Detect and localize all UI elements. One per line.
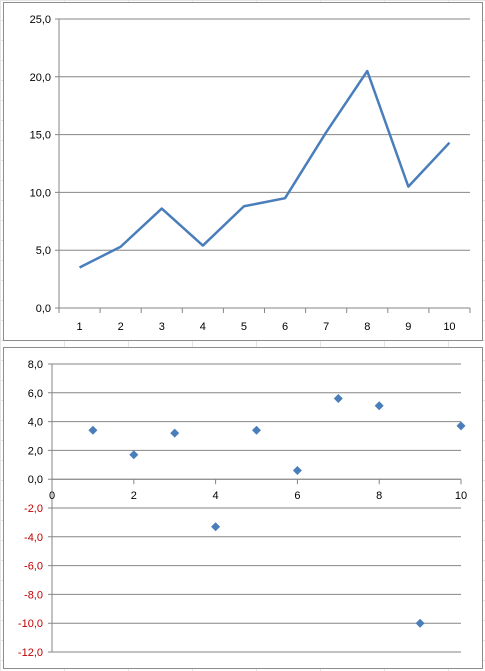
scatter-point (456, 421, 466, 431)
x-tick-label: 3 (159, 321, 165, 333)
x-tick-label: 10 (443, 321, 455, 333)
x-tick-label: 7 (323, 321, 329, 333)
y-tick-label: 0,0 (36, 303, 51, 315)
y-tick-label: 20,0 (30, 72, 51, 84)
scatter-chart[interactable]: 8,0 6,0 4,0 2,0 0,0 -2,0 -4,0 -6,0 -8,0 -10,0 -12,… (3, 347, 483, 669)
x-tick-label: 6 (294, 490, 300, 502)
x-tick-label: 9 (405, 321, 411, 333)
y-tick-label: 5,0 (36, 245, 51, 257)
series-line (78, 69, 451, 269)
y-tick-label: -8,0 (24, 589, 43, 601)
x-tick-label: 8 (364, 321, 370, 333)
y-tick-label: -6,0 (24, 561, 43, 573)
x-tick-label: 2 (131, 490, 137, 502)
x-tick-label: 5 (241, 321, 247, 333)
line-chart-svg: 0,0 5,0 10,0 15,0 20,0 25,0 1 2 3 4 5 6 7 8 9 10 (30, 14, 471, 333)
scatter-point (292, 466, 302, 476)
y-tick-label: 6,0 (28, 388, 43, 400)
y-tick-label: 8,0 (28, 359, 43, 371)
scatter-point (252, 425, 261, 435)
scatter-chart-svg: 8,0 6,0 4,0 2,0 0,0 -2,0 -4,0 -6,0 -8,0 -10,0 -12,… (18, 359, 467, 659)
line-chart[interactable]: 0,0 5,0 10,0 15,0 20,0 25,0 1 2 3 4 5 6 7 8 9 10 (3, 2, 483, 341)
y-tick-label: -12,0 (18, 647, 43, 659)
x-tick-label: 10 (455, 490, 467, 502)
scatter-point (374, 401, 384, 411)
x-tick-label: 0 (49, 490, 55, 502)
y-tick-label: 25,0 (30, 14, 51, 26)
x-tick-label: 6 (282, 321, 288, 333)
y-tick-label: 2,0 (28, 445, 43, 457)
x-tick-label: 2 (118, 321, 124, 333)
x-tick-label: 8 (376, 490, 382, 502)
scatter-point (415, 618, 425, 628)
scatter-point (88, 425, 98, 435)
y-tick-label: 0,0 (28, 474, 43, 486)
scatter-point (333, 394, 343, 404)
x-tick-label: 1 (76, 321, 82, 333)
y-tick-label: -10,0 (18, 618, 43, 630)
y-tick-label: 4,0 (28, 417, 43, 429)
scatter-point (129, 450, 139, 460)
y-tick-label: 10,0 (30, 187, 51, 199)
y-tick-label: -4,0 (24, 532, 43, 544)
scatter-point (211, 522, 221, 532)
x-tick-label: 4 (200, 321, 206, 333)
x-tick-label: 4 (213, 490, 219, 502)
y-tick-label: -2,0 (24, 503, 43, 515)
scatter-point (170, 428, 180, 438)
y-tick-label: 15,0 (30, 130, 51, 142)
